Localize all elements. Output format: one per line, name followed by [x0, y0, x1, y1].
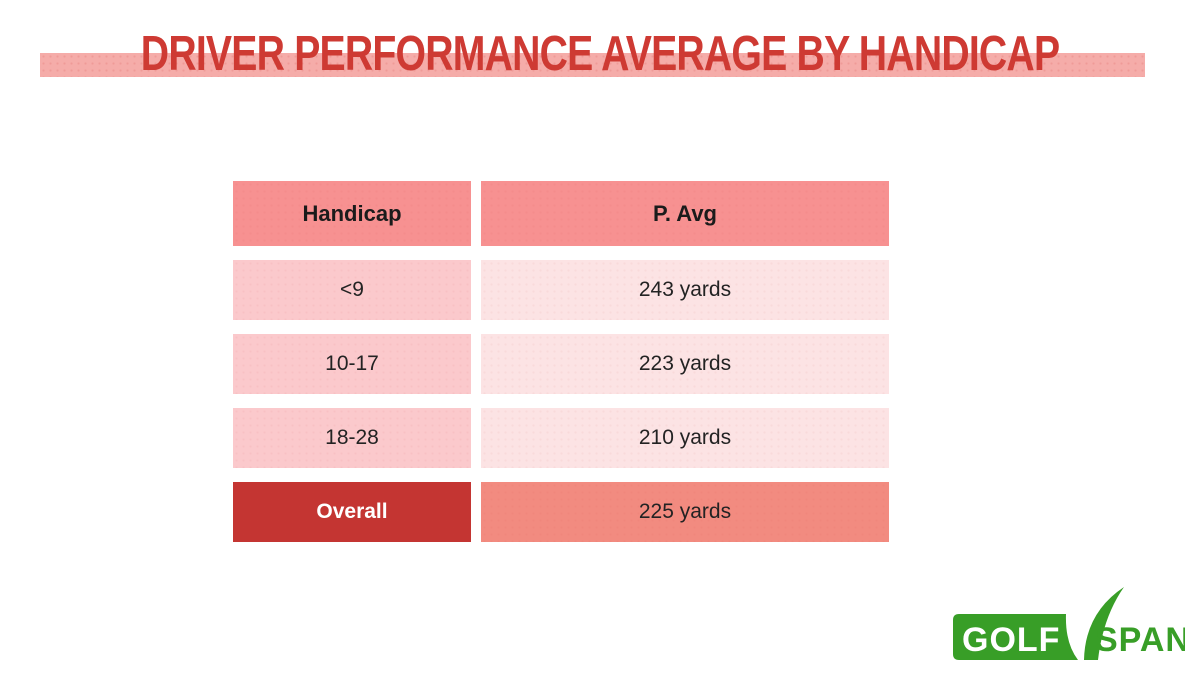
column-header-handicap: Handicap	[233, 181, 471, 246]
table-row-handicap-overall: Overall	[233, 482, 471, 542]
logo-text-golf: GOLF	[962, 621, 1060, 659]
driver-performance-table: Handicap P. Avg <9 243 yards 10-17 223 y…	[233, 181, 889, 542]
table-row-avg-lt9: 243 yards	[481, 260, 889, 320]
golfspan-logo-graphic: GOLF SPAN	[953, 587, 1190, 660]
logo-green-box	[953, 614, 1078, 660]
column-header-pavg: P. Avg	[481, 181, 889, 246]
table-row-handicap-10-17: 10-17	[233, 334, 471, 394]
page-title-text: DRIVER PERFORMANCE AVERAGE BY HANDICAP	[140, 27, 1060, 81]
logo-swoosh-icon	[1084, 587, 1124, 660]
table-row-avg-overall: 225 yards	[481, 482, 889, 542]
table-row-handicap-18-28: 18-28	[233, 408, 471, 468]
title-highlight-bar	[40, 53, 1145, 77]
golfspan-logo: GOLF SPAN	[945, 583, 1190, 663]
page-title: DRIVER PERFORMANCE AVERAGE BY HANDICAP	[0, 30, 1200, 79]
table-row-handicap-lt9: <9	[233, 260, 471, 320]
table-row-avg-10-17: 223 yards	[481, 334, 889, 394]
table-row-avg-18-28: 210 yards	[481, 408, 889, 468]
logo-text-span: SPAN	[1095, 621, 1185, 659]
